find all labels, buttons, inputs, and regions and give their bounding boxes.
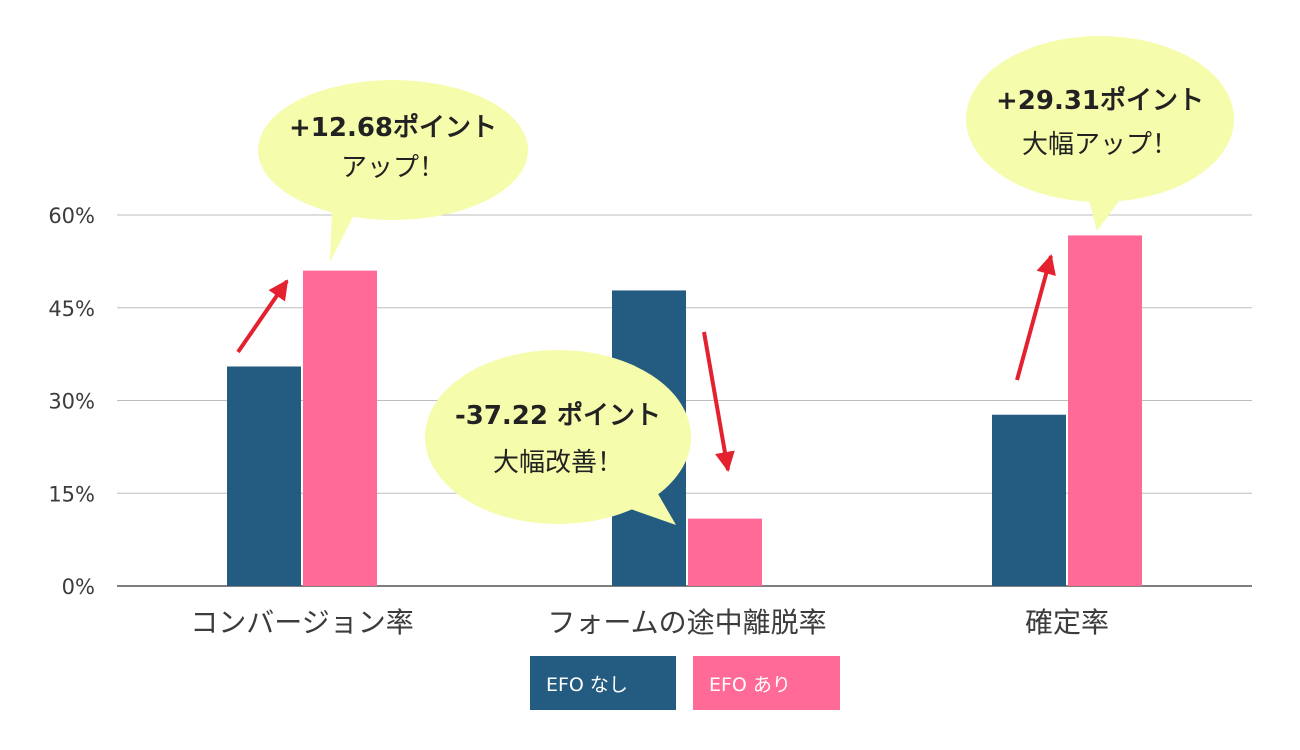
- y-tick-label: 15%: [48, 482, 95, 506]
- y-tick-label: 45%: [48, 297, 95, 321]
- x-category-label: フォームの途中離脱率: [547, 606, 826, 639]
- x-category-label: コンバージョン率: [190, 606, 413, 639]
- callout-subline: アップ！: [341, 153, 445, 183]
- bar-efo-ari-1: [688, 518, 762, 586]
- callout-shape: [966, 36, 1234, 202]
- y-tick-label: 30%: [48, 390, 95, 414]
- callout-headline: +29.31ポイント: [996, 85, 1204, 116]
- trend-arrow-up: [236, 279, 289, 354]
- callout-shape: [425, 350, 691, 524]
- y-tick-label: 60%: [48, 204, 95, 228]
- x-axis-category-labels: コンバージョン率 フォームの途中離脱率 確定率: [190, 606, 1109, 639]
- trend-arrows: [236, 254, 1056, 472]
- callout-shape: [258, 80, 528, 220]
- bar-efo-nashi-2: [992, 414, 1066, 586]
- trend-arrow-down: [702, 331, 735, 472]
- bar-efo-ari-0: [303, 270, 377, 586]
- x-category-label: 確定率: [1025, 606, 1109, 639]
- callout-headline: +12.68ポイント: [289, 112, 497, 143]
- bar-efo-ari-2: [1068, 235, 1142, 586]
- bar-efo-nashi-0: [227, 366, 301, 586]
- callout-subline: 大幅アップ！: [1022, 130, 1178, 160]
- legend-item-efo-nashi: EFO なし: [530, 656, 676, 710]
- callout-tail: [330, 207, 355, 262]
- legend-item-efo-ari: EFO あり: [693, 656, 840, 710]
- y-tick-label: 0%: [62, 575, 95, 599]
- y-axis-tick-labels: 0% 15% 30% 45% 60%: [48, 204, 95, 599]
- callout-subline: 大幅改善！: [493, 448, 623, 478]
- legend-label-efo-ari: EFO あり: [709, 673, 791, 696]
- legend-label-efo-nashi: EFO なし: [546, 673, 628, 696]
- callout-headline: -37.22 ポイント: [455, 400, 661, 431]
- trend-arrow-up: [1015, 254, 1056, 381]
